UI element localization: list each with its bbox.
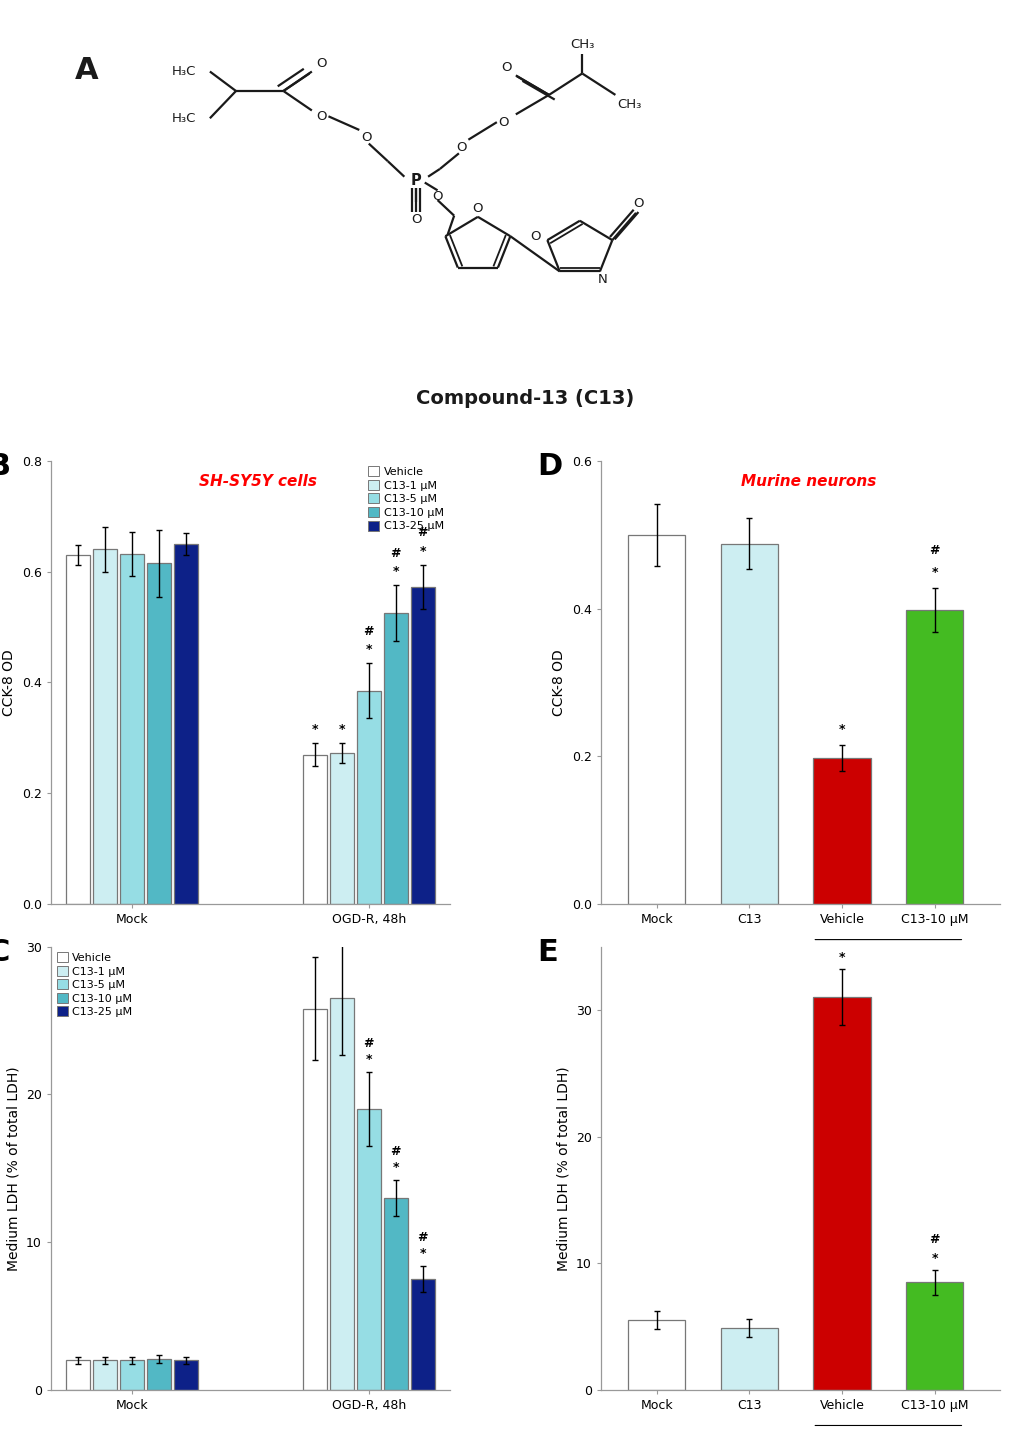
Bar [66,1360,90,1390]
Text: O: O [498,116,508,129]
Text: *: * [365,1053,372,1066]
Text: #: # [390,1145,400,1158]
Bar [410,588,434,904]
Bar [119,555,144,904]
Text: O: O [500,62,512,75]
Bar [410,1280,434,1390]
Text: #: # [928,1232,940,1245]
Text: Compound-13 (C13): Compound-13 (C13) [416,390,634,408]
Text: O: O [455,140,466,153]
Text: *: * [838,722,845,735]
Text: O: O [361,132,371,145]
Bar [905,1283,963,1390]
Bar [119,1360,144,1390]
Text: Murine neurons: Murine neurons [740,474,875,489]
Text: *: * [930,566,937,579]
Text: P: P [411,173,421,188]
Text: N: N [597,272,606,285]
Bar [173,545,198,904]
Text: *: * [419,545,426,557]
Bar [628,535,685,904]
Text: O: O [472,202,483,215]
Bar [383,613,408,904]
Bar [719,1328,777,1390]
Text: *: * [930,1251,937,1264]
Bar [147,1358,170,1390]
Text: *: * [392,1161,398,1174]
Text: *: * [419,1247,426,1260]
Text: *: * [838,952,845,964]
Text: A: A [74,56,98,85]
Bar [173,1360,198,1390]
Y-axis label: CCK-8 OD: CCK-8 OD [2,649,16,716]
Text: #: # [417,526,428,539]
Text: E: E [537,937,557,967]
Bar [383,1198,408,1390]
Bar [628,1320,685,1390]
Text: #: # [417,1231,428,1244]
Text: O: O [316,110,326,123]
Bar [329,752,354,904]
Bar [905,610,963,904]
Text: OGD-R, 48h: OGD-R, 48h [851,970,924,983]
Bar [719,543,777,904]
Bar [357,1109,380,1390]
Bar [93,1360,117,1390]
Y-axis label: Medium LDH (% of total LDH): Medium LDH (% of total LDH) [6,1066,20,1271]
Bar [303,755,327,904]
Text: *: * [392,565,398,579]
Bar [357,691,380,904]
Y-axis label: Medium LDH (% of total LDH): Medium LDH (% of total LDH) [556,1066,570,1271]
Bar [66,555,90,904]
Text: H₃C: H₃C [171,64,196,77]
Text: O: O [432,189,442,202]
Text: CH₃: CH₃ [570,37,594,50]
Text: C: C [0,937,9,967]
Bar [93,549,117,904]
Text: H₃C: H₃C [171,112,196,125]
Text: O: O [411,214,421,226]
Text: *: * [312,724,318,737]
Text: O: O [316,57,326,70]
Text: #: # [390,547,400,560]
Legend: Vehicle, C13-1 μM, C13-5 μM, C13-10 μM, C13-25 μM: Vehicle, C13-1 μM, C13-5 μM, C13-10 μM, … [52,947,137,1022]
Text: B: B [0,451,10,481]
Text: D: D [537,451,561,481]
Text: *: * [338,722,344,735]
Text: *: * [365,643,372,656]
Bar [147,563,170,904]
Y-axis label: CCK-8 OD: CCK-8 OD [552,649,566,716]
Text: #: # [363,625,374,638]
Text: SH-SY5Y cells: SH-SY5Y cells [199,474,317,489]
Text: #: # [363,1037,374,1050]
Legend: Vehicle, C13-1 μM, C13-5 μM, C13-10 μM, C13-25 μM: Vehicle, C13-1 μM, C13-5 μM, C13-10 μM, … [364,461,448,536]
Text: CH₃: CH₃ [616,97,641,112]
Bar [812,997,870,1390]
Bar [329,999,354,1390]
Text: O: O [633,196,643,209]
Bar [812,758,870,904]
Bar [303,1009,327,1390]
Text: O: O [530,229,540,242]
Text: #: # [928,545,940,557]
